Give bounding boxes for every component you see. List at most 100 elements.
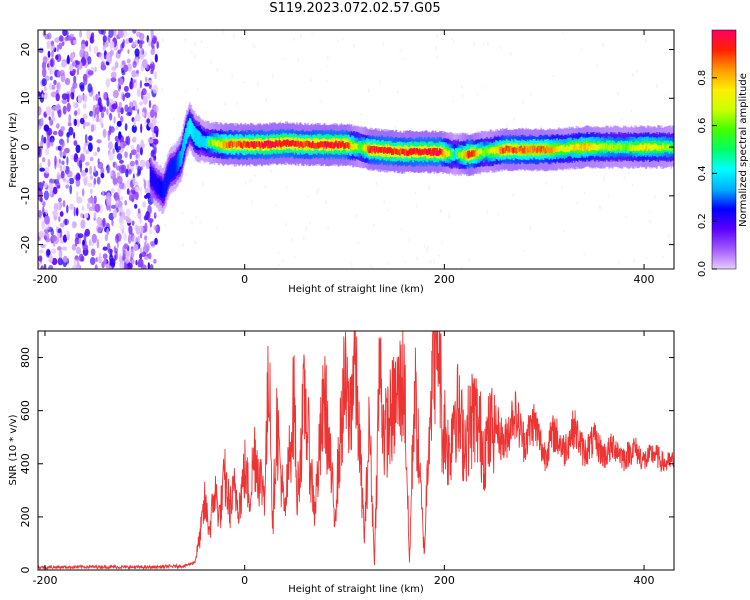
noise-speckle	[461, 265, 464, 269]
noise-blob	[49, 68, 52, 75]
noise-blob	[39, 190, 43, 198]
noise-speckle	[162, 38, 165, 42]
noise-speckle	[623, 176, 626, 181]
noise-blob	[143, 241, 147, 249]
noise-blob	[123, 243, 129, 250]
noise-speckle	[631, 183, 634, 187]
noise-blob	[132, 136, 137, 143]
noise-blob	[75, 174, 78, 181]
noise-blob	[38, 47, 44, 53]
noise-blob	[110, 77, 117, 83]
noise-speckle	[193, 54, 196, 59]
noise-blob	[58, 42, 63, 50]
noise-blob	[137, 39, 140, 44]
noise-blob	[112, 161, 117, 169]
noise-blob	[132, 41, 136, 48]
trace-cell	[435, 150, 438, 157]
noise-blob	[133, 73, 140, 78]
snr-frame	[37, 330, 675, 571]
noise-speckle	[190, 50, 193, 55]
trace-cell	[461, 153, 463, 159]
noise-speckle	[400, 227, 403, 231]
noise-speckle	[210, 119, 213, 123]
noise-blob	[73, 140, 78, 146]
trace-cell	[642, 144, 645, 151]
noise-blob	[84, 228, 91, 237]
trace-cell	[555, 146, 558, 152]
noise-speckle	[181, 242, 184, 247]
noise-blob	[119, 215, 123, 224]
y-tick-label: 0	[19, 567, 32, 574]
noise-speckle	[292, 37, 295, 41]
noise-speckle	[181, 123, 184, 126]
y-tick-label: 400	[19, 453, 32, 474]
noise-blob	[57, 246, 62, 251]
noise-blob	[59, 211, 64, 217]
noise-speckle	[601, 42, 604, 48]
noise-blob	[90, 124, 95, 133]
noise-blob	[105, 78, 111, 88]
trace-cell	[386, 148, 388, 154]
noise-blob	[41, 78, 47, 87]
trace-cell	[427, 148, 430, 154]
noise-blob	[55, 93, 60, 102]
noise-blob	[80, 84, 85, 92]
noise-speckle	[552, 74, 555, 78]
noise-speckle	[324, 199, 327, 205]
noise-blob	[148, 122, 153, 128]
noise-speckle	[285, 185, 288, 190]
noise-blob	[144, 194, 149, 199]
noise-speckle	[216, 227, 219, 230]
noise-blob	[123, 264, 129, 269]
noise-blob	[145, 159, 150, 170]
noise-speckle	[317, 188, 320, 192]
noise-blob	[123, 232, 127, 242]
spectrogram-x-ticks: -200 0 200 400	[33, 30, 655, 286]
noise-blob	[111, 219, 114, 227]
trace-cell	[641, 144, 643, 151]
noise-speckle	[523, 249, 526, 253]
noise-blob	[82, 113, 88, 120]
noise-blob	[43, 124, 50, 132]
noise-blob	[68, 126, 74, 136]
noise-blob	[124, 151, 128, 159]
noise-blob	[109, 41, 115, 49]
noise-blob	[107, 141, 113, 151]
noise-blob	[151, 132, 156, 138]
noise-blob	[136, 143, 140, 153]
noise-speckle	[583, 191, 586, 195]
noise-blob	[130, 248, 135, 258]
noise-speckle	[249, 178, 252, 183]
noise-speckle	[341, 37, 344, 41]
noise-speckle	[648, 210, 651, 214]
trace-cell	[411, 149, 414, 155]
noise-speckle	[617, 260, 620, 265]
noise-blob	[123, 85, 129, 92]
noise-speckle	[461, 93, 464, 98]
snr-series-line	[38, 331, 674, 570]
spectrogram-y-ticks: -20 -10 0 10 20	[19, 43, 674, 254]
noise-blob	[58, 35, 64, 42]
noise-speckle	[607, 195, 610, 198]
noise-blob	[94, 203, 101, 213]
noise-blob	[138, 101, 143, 106]
noise-speckle	[439, 208, 442, 214]
colorbar-gradient	[711, 29, 737, 270]
noise-blob	[135, 225, 140, 235]
noise-speckle	[173, 117, 176, 120]
noise-blob	[113, 116, 116, 124]
noise-blob	[109, 50, 113, 58]
noise-speckle	[195, 216, 198, 219]
trace-cell	[519, 148, 522, 154]
noise-blob	[94, 66, 97, 73]
noise-blob	[125, 250, 130, 258]
noise-speckle	[243, 81, 246, 84]
noise-speckle	[299, 33, 302, 39]
noise-blob	[131, 220, 135, 226]
noise-blob	[122, 249, 126, 259]
noise-blob	[117, 112, 121, 119]
noise-speckle	[429, 259, 432, 265]
trace-cell	[334, 141, 336, 148]
noise-blob	[51, 234, 57, 242]
noise-blob	[117, 49, 122, 54]
